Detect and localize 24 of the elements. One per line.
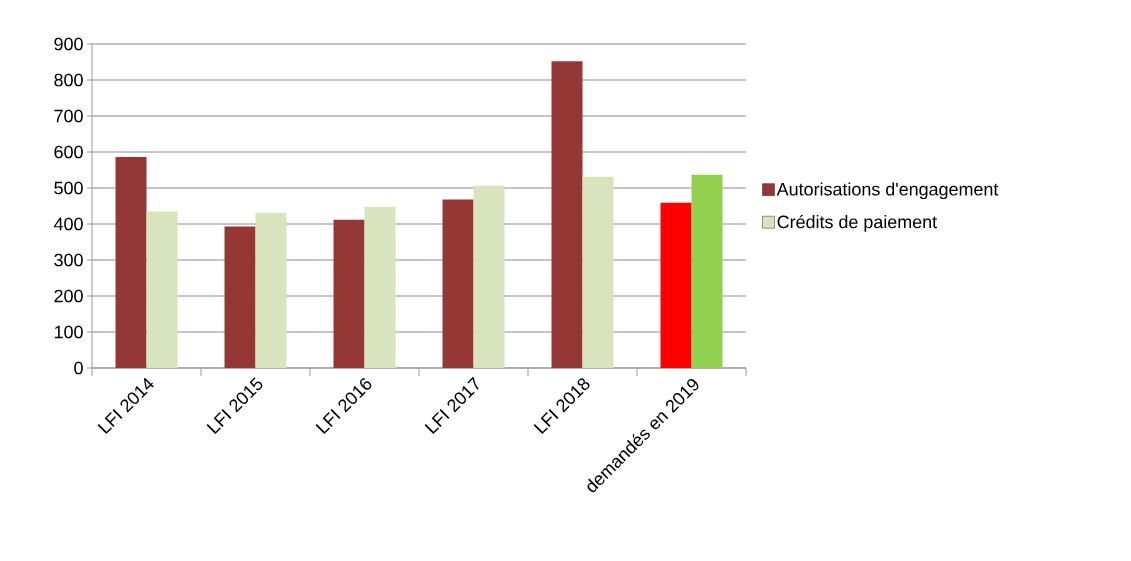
bar bbox=[224, 226, 256, 368]
legend-label: Crédits de paiement bbox=[777, 214, 937, 232]
legend-label: Autorisations d'engagement bbox=[776, 182, 999, 200]
bar bbox=[473, 185, 505, 368]
y-tick-label: 700 bbox=[54, 109, 83, 123]
bar bbox=[551, 61, 583, 368]
y-tick-label: 900 bbox=[54, 37, 83, 51]
y-tick-label: 800 bbox=[54, 73, 83, 87]
bar bbox=[442, 199, 474, 368]
bar bbox=[115, 157, 147, 368]
y-tick-label: 100 bbox=[54, 325, 83, 339]
y-tick-label: 500 bbox=[54, 181, 83, 195]
y-tick-label: 0 bbox=[74, 361, 83, 375]
bar bbox=[333, 219, 365, 368]
y-tick-label: 600 bbox=[54, 145, 83, 159]
bar bbox=[582, 176, 614, 368]
bar bbox=[146, 211, 178, 368]
y-tick-label: 300 bbox=[54, 253, 83, 267]
bar bbox=[364, 207, 396, 368]
bar bbox=[691, 174, 723, 368]
y-tick-label: 400 bbox=[53, 217, 83, 231]
bar bbox=[255, 212, 287, 368]
bar bbox=[660, 202, 692, 368]
y-tick-label: 200 bbox=[54, 289, 83, 303]
